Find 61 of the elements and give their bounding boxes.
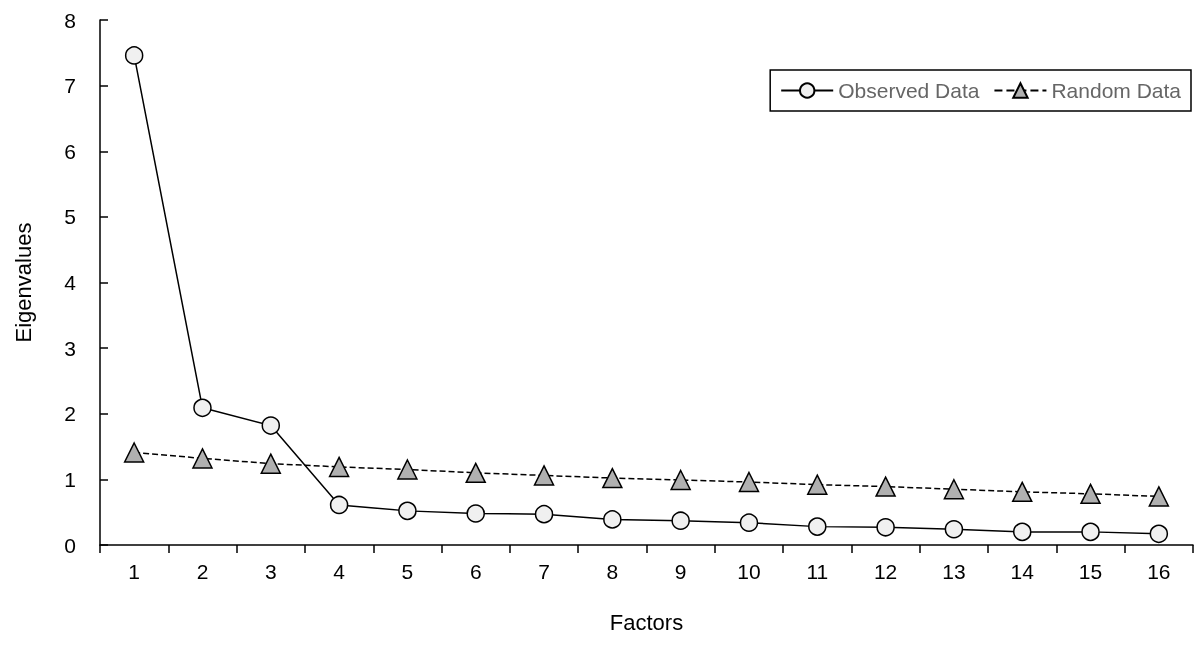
point	[1011, 481, 1033, 503]
x-tick-label: 10	[737, 560, 761, 583]
point	[1012, 522, 1032, 542]
point	[328, 456, 350, 478]
legend-label: Random Data	[1051, 79, 1182, 102]
x-tick-label: 12	[873, 560, 898, 583]
point	[807, 474, 828, 495]
y-tick-label: 5	[64, 205, 76, 229]
point	[534, 504, 554, 524]
point	[465, 462, 486, 484]
point	[193, 398, 212, 418]
point	[944, 520, 964, 539]
x-tick-label: 6	[469, 560, 482, 583]
point	[1148, 486, 1170, 507]
x-tick-label: 3	[264, 560, 277, 583]
x-tick-label: 8	[606, 560, 619, 583]
point	[875, 476, 896, 497]
x-tick-label: 9	[674, 560, 687, 583]
point	[808, 517, 827, 536]
x-tick-label: 14	[1010, 560, 1035, 583]
point	[466, 504, 485, 523]
y-axis-title: Eigenvalues	[10, 222, 36, 343]
point	[943, 478, 965, 500]
y-tick-label: 1	[64, 467, 76, 491]
point	[739, 513, 759, 532]
x-axis-title: Factors	[609, 609, 684, 635]
x-tick-label: 11	[806, 560, 829, 583]
point	[670, 469, 691, 491]
point	[329, 495, 349, 515]
point	[123, 442, 145, 463]
y-tick-label: 0	[64, 533, 76, 557]
point	[671, 511, 690, 530]
point	[1081, 522, 1100, 542]
point	[398, 501, 417, 521]
y-tick-label: 8	[64, 8, 76, 32]
x-tick-label: 5	[401, 560, 414, 583]
point	[1080, 483, 1101, 505]
x-tick-label: 7	[538, 560, 550, 583]
x-tick-label: 4	[333, 560, 346, 583]
point	[533, 465, 555, 486]
y-tick-label: 3	[64, 336, 76, 360]
point	[124, 46, 144, 65]
y-tick-label: 4	[64, 271, 77, 294]
y-tick-label: 2	[64, 402, 76, 426]
y-tick-label: 6	[64, 139, 76, 163]
x-tick-label: 15	[1078, 560, 1103, 583]
x-tick-label: 1	[128, 560, 140, 583]
y-tick-label: 7	[64, 74, 76, 98]
legend-label: Observed Data	[838, 79, 980, 102]
point	[603, 510, 622, 529]
point	[397, 459, 418, 480]
x-tick-label: 16	[1147, 560, 1171, 583]
point	[260, 453, 282, 474]
point	[602, 467, 623, 489]
point	[192, 448, 213, 469]
x-tick-label: 13	[942, 560, 966, 583]
point	[261, 416, 281, 435]
point	[876, 518, 895, 537]
x-tick-label: 2	[196, 560, 209, 583]
point	[738, 471, 760, 493]
point	[1149, 524, 1169, 544]
